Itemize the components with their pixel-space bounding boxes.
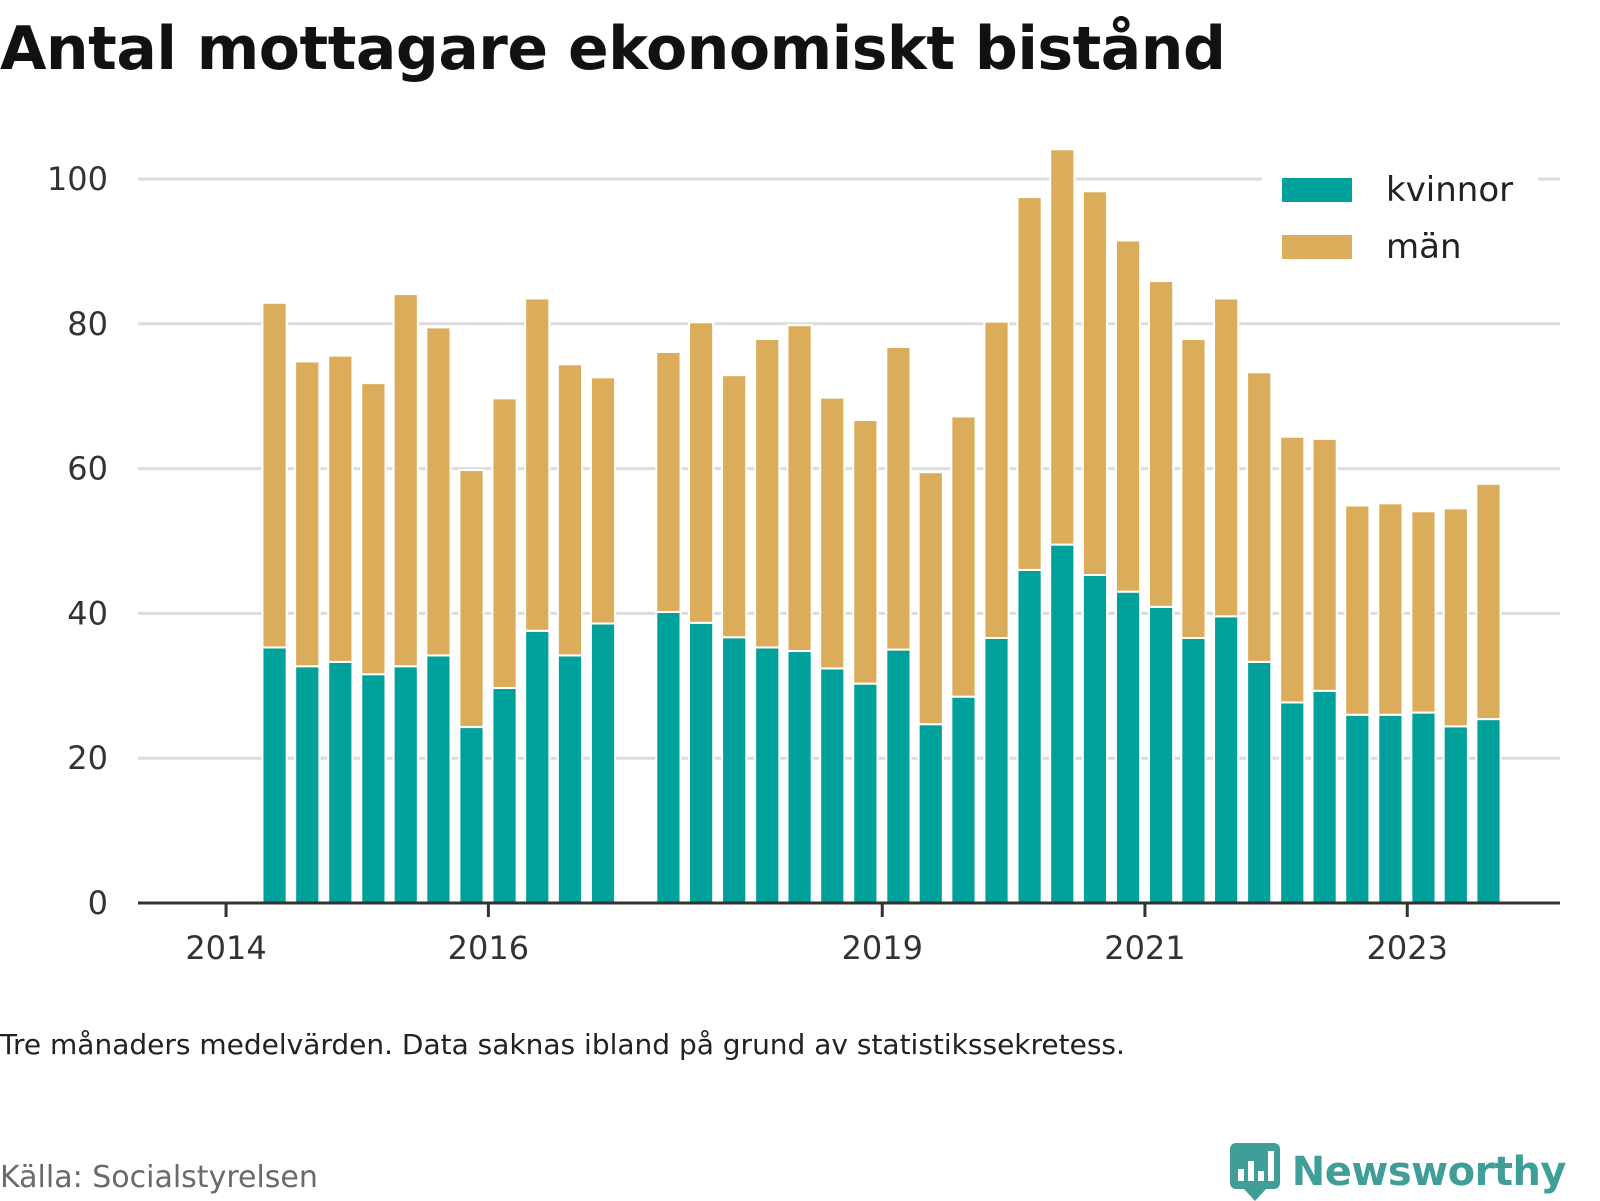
bar-kvinnor — [1016, 568, 1043, 904]
bar-män — [885, 345, 912, 651]
legend-label-kvinnor: kvinnor — [1386, 170, 1513, 210]
bar-kvinnor — [589, 622, 617, 905]
bar-kvinnor — [392, 665, 419, 905]
y-tick-label: 40 — [67, 594, 108, 632]
bar-män — [1410, 510, 1437, 714]
y-tick-label: 100 — [47, 160, 108, 198]
bar-kvinnor — [360, 673, 387, 905]
bar-kvinnor — [983, 637, 1010, 905]
bar-män — [1180, 337, 1207, 640]
bar-män — [294, 360, 321, 668]
stacked-bar-chart: 0 20 40 60 80 100 2014 2016 2019 2021 2023 kvinnor… — [47, 148, 1560, 967]
bar-kvinnor — [721, 636, 748, 904]
bar-män — [950, 415, 977, 698]
bar-kvinnor — [1410, 711, 1437, 904]
bar-män — [1016, 196, 1043, 571]
bar-män — [1311, 437, 1338, 692]
bar-män — [425, 326, 452, 657]
x-tick-label: 2016 — [448, 929, 529, 967]
y-tick-label: 20 — [67, 739, 108, 777]
brand: Newsworthy — [1229, 1143, 1567, 1201]
bar-kvinnor — [458, 726, 485, 904]
bar-män — [589, 376, 617, 625]
bar-män — [917, 471, 944, 726]
bar-kvinnor — [491, 686, 518, 904]
bar-kvinnor — [885, 648, 912, 905]
bar-män — [556, 363, 584, 657]
legend-swatch-kvinnor — [1282, 178, 1352, 202]
bar-kvinnor — [556, 654, 584, 904]
y-tick-label: 60 — [67, 450, 108, 488]
x-tick-label: 2021 — [1104, 929, 1185, 967]
chart-note: Tre månaders medelvärden. Data saknas ib… — [0, 1028, 1125, 1061]
bar-män — [524, 297, 551, 632]
bar-män — [1213, 297, 1240, 618]
bar-kvinnor — [1311, 689, 1338, 905]
axes: 0 20 40 60 80 100 2014 2016 2019 2021 2023 — [47, 160, 1560, 967]
bar-män — [261, 301, 288, 649]
bar-män — [754, 337, 781, 649]
bar-män — [1081, 190, 1109, 577]
bar-män — [983, 320, 1010, 640]
bar-män — [1114, 239, 1142, 593]
bar-kvinnor — [425, 654, 452, 904]
bar-män — [1148, 280, 1175, 608]
bar-män — [491, 397, 518, 689]
bar-kvinnor — [294, 665, 321, 905]
y-tick-label: 0 — [88, 884, 108, 922]
bar-män — [1475, 482, 1502, 721]
bar-män — [1377, 502, 1404, 716]
bar-kvinnor — [1213, 615, 1240, 904]
bar-kvinnor — [1442, 725, 1469, 904]
bar-kvinnor — [688, 621, 715, 904]
bar-kvinnor — [655, 610, 682, 904]
bar-män — [721, 374, 748, 639]
bar-kvinnor — [786, 650, 813, 904]
bar-kvinnor — [524, 629, 551, 904]
x-tick-label: 2023 — [1367, 929, 1448, 967]
bar-män — [1049, 148, 1076, 546]
legend-swatch-män — [1282, 235, 1352, 259]
bar-män — [786, 324, 813, 653]
bar-kvinnor — [1475, 718, 1502, 904]
bar-kvinnor — [950, 695, 977, 905]
bar-kvinnor — [819, 667, 846, 905]
bar-män — [1344, 504, 1371, 716]
bar-kvinnor — [754, 646, 781, 904]
bar-män — [360, 382, 387, 676]
bar-kvinnor — [1114, 590, 1142, 904]
bar-kvinnor — [852, 682, 879, 904]
bar-kvinnor — [1081, 574, 1109, 904]
bar-kvinnor — [1049, 543, 1076, 904]
legend-label-män: män — [1386, 227, 1462, 267]
x-tick-label: 2019 — [842, 929, 923, 967]
bar-kvinnor — [261, 646, 288, 904]
bar-kvinnor — [1246, 660, 1273, 905]
bar-kvinnor — [1377, 713, 1404, 904]
y-tick-label: 80 — [67, 305, 108, 343]
bar-män — [819, 396, 846, 670]
chart-title: Antal mottagare ekonomiskt bistånd — [0, 14, 1226, 84]
legend: kvinnor män — [1262, 170, 1538, 278]
bar-män — [852, 419, 879, 685]
bar-kvinnor — [1344, 713, 1371, 904]
bar-kvinnor — [1148, 605, 1175, 905]
bars — [261, 148, 1502, 905]
bar-kvinnor — [327, 660, 354, 905]
bar-kvinnor — [1279, 701, 1306, 904]
bar-män — [1279, 435, 1306, 704]
brand-name: Newsworthy — [1291, 1149, 1567, 1195]
bar-kvinnor — [1180, 637, 1207, 905]
newsworthy-logo-icon — [1229, 1143, 1280, 1201]
bar-män — [1442, 507, 1469, 728]
bar-män — [327, 354, 354, 663]
bar-män — [688, 321, 715, 624]
bar-män — [655, 351, 682, 613]
bar-män — [1246, 371, 1273, 663]
bar-män — [458, 469, 485, 729]
source-label: Källa: Socialstyrelsen — [0, 1160, 318, 1195]
bar-män — [392, 293, 419, 668]
bar-kvinnor — [917, 723, 944, 904]
x-tick-label: 2014 — [185, 929, 266, 967]
